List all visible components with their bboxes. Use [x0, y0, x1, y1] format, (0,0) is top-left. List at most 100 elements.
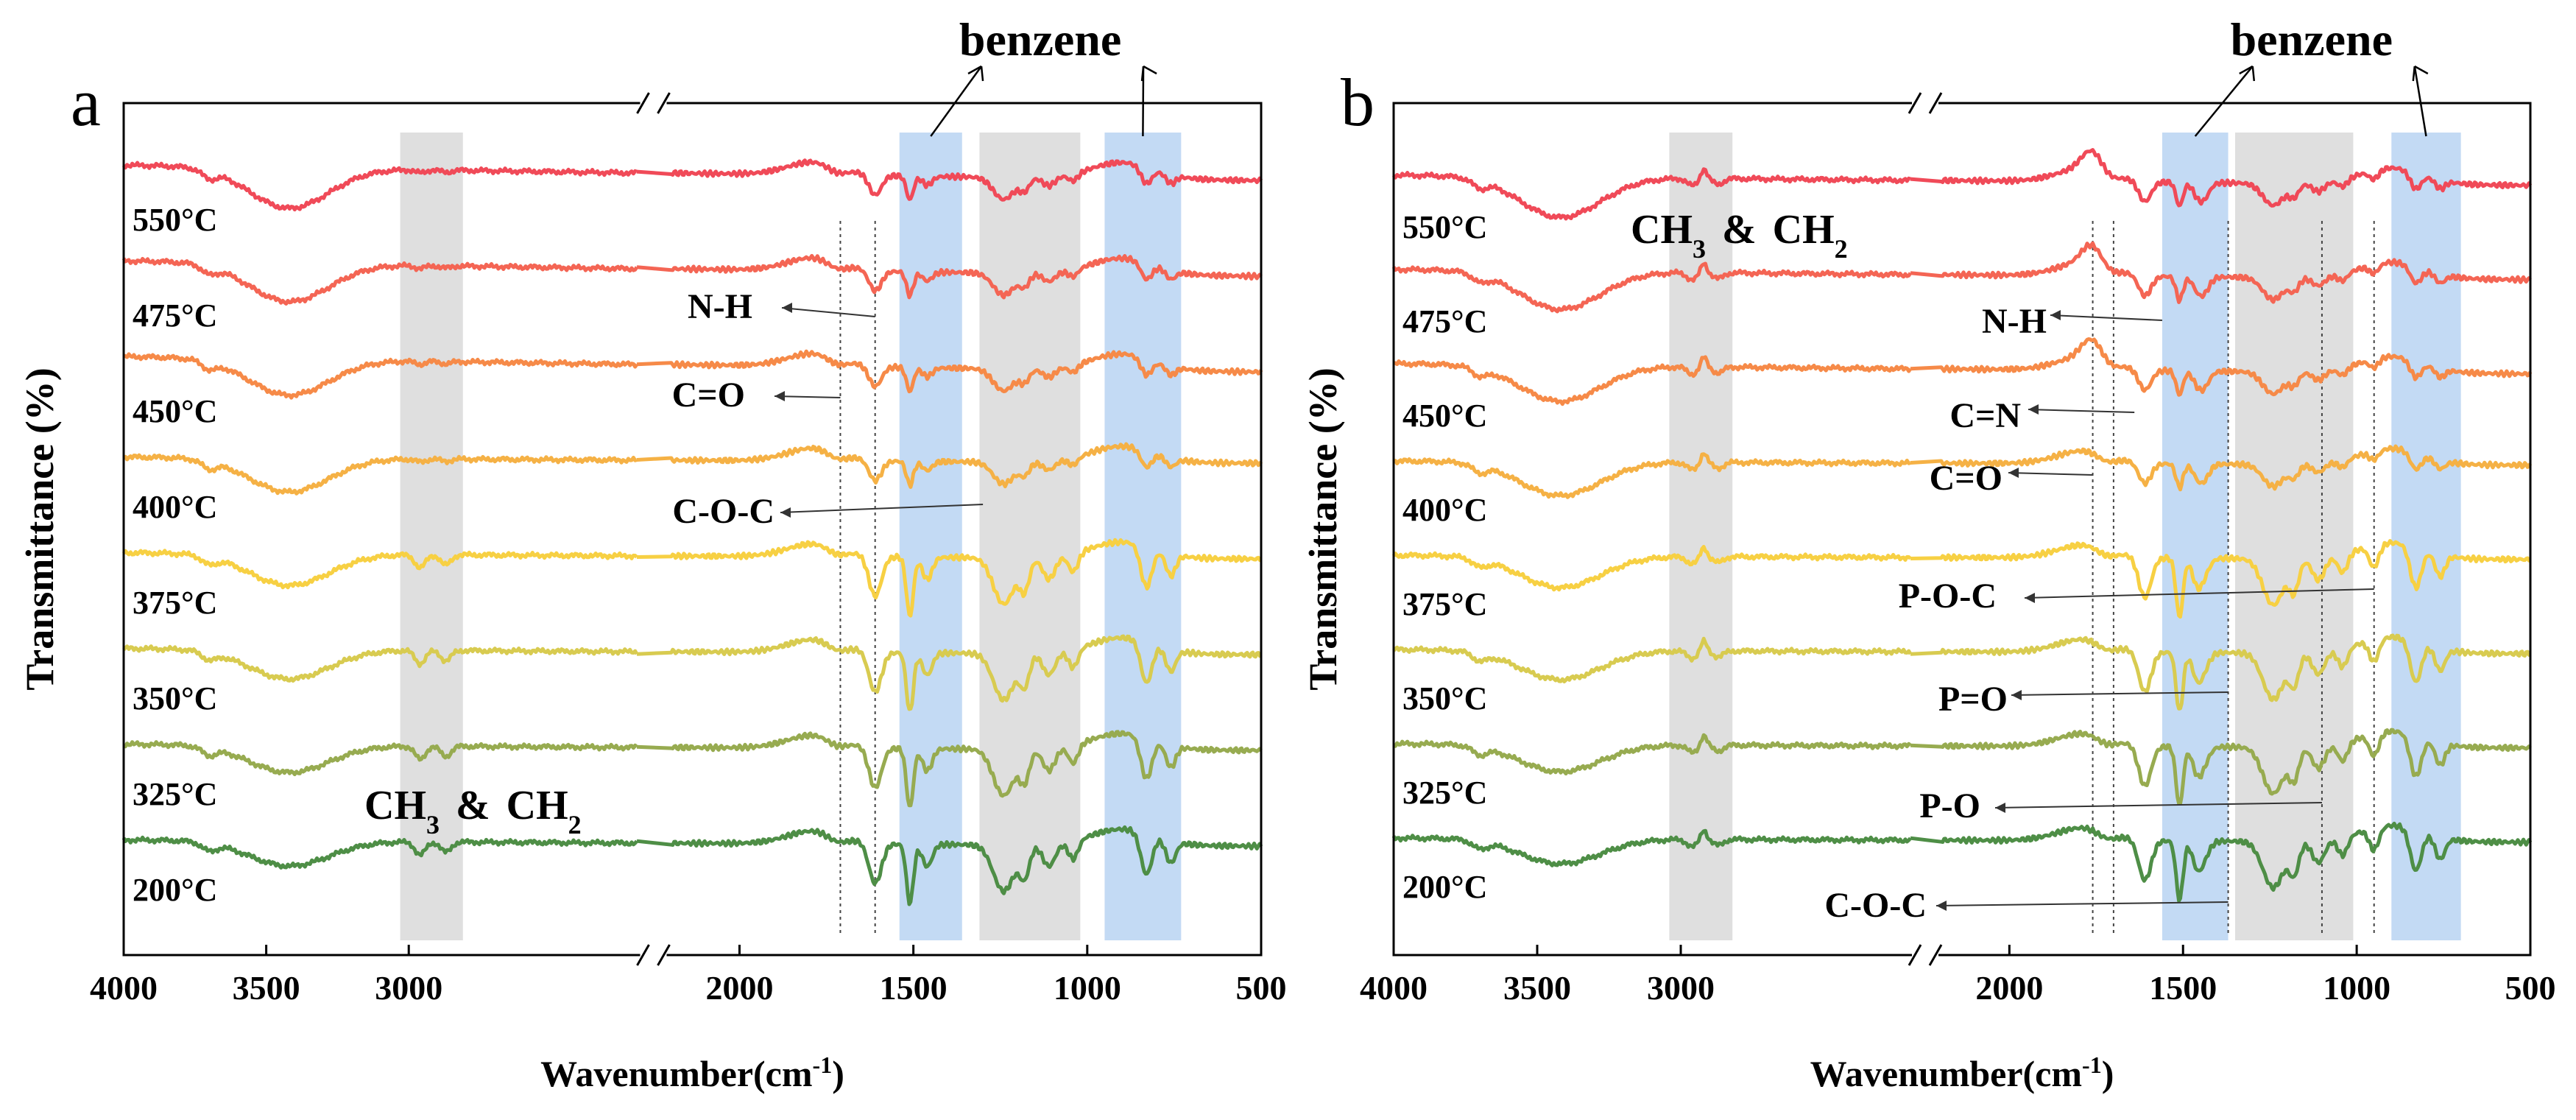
spectrum-line-325-c	[636, 730, 1263, 808]
spectrum-line-325-c	[1392, 733, 1912, 776]
x-axis-label: Wavenumber(cm-1)	[1810, 1052, 2114, 1094]
x-tick-label: 2000	[705, 969, 773, 1007]
axis-break-mark	[1928, 92, 1943, 114]
spectrum-line-325-c	[1910, 728, 2532, 806]
axis-break-mark	[1908, 92, 1922, 114]
spectrum-line-200-c	[636, 825, 1263, 906]
axis-frame-right	[1934, 102, 2532, 957]
temperature-label: 350°C	[1402, 680, 1487, 716]
panel-letter: b	[1341, 65, 1375, 140]
band-benzene-band-2	[2391, 133, 2461, 940]
x-tick-label: 4000	[90, 969, 158, 1007]
spectrum-line-400-c	[636, 442, 1263, 489]
arrow-head	[2050, 310, 2061, 320]
x-tick-label: 3500	[233, 969, 300, 1007]
series-450-c	[123, 349, 1263, 400]
axis-frame-left	[1392, 102, 1916, 957]
spectrum-line-475-c	[1391, 261, 1913, 314]
arrow-head	[782, 303, 792, 313]
annotation-po_double: P=O	[1938, 680, 2229, 719]
arrow-head	[2008, 468, 2019, 478]
axis-break-mark	[657, 944, 671, 966]
band-benzene-band-2	[1104, 133, 1182, 940]
axis-break-mark	[636, 944, 650, 966]
annotation-arrow	[781, 307, 875, 317]
annotation-label: C=O	[672, 376, 745, 415]
spectrum-line-400-c	[122, 453, 638, 496]
band-gray-band-2	[979, 133, 1081, 940]
series-550-c	[1391, 148, 2533, 221]
annotation-coc: C-O-C	[1824, 886, 2229, 925]
spectrum-line-375-c	[1910, 539, 2532, 619]
spectrum-line-550-c	[121, 161, 638, 212]
temperature-label: 375°C	[1402, 586, 1487, 622]
spectrum-line-450-c	[123, 352, 639, 400]
temperature-label: 550°C	[133, 202, 217, 238]
series-200-c	[1391, 821, 2533, 903]
annotation-arrow	[2008, 472, 2093, 476]
x-axis-label-superscript: -1	[813, 1052, 833, 1078]
arrow-head	[2412, 65, 2429, 82]
x-tick-label: 4000	[1360, 969, 1428, 1007]
annotation-label: P=O	[1938, 680, 2008, 719]
spectrum-line-550-c	[636, 158, 1263, 202]
series-550-c	[121, 158, 1263, 212]
temperature-label: 400°C	[133, 489, 217, 525]
x-tick-label: 3000	[375, 969, 442, 1007]
x-axis-label-end: )	[832, 1053, 844, 1094]
ch2-text: CH	[1773, 207, 1835, 253]
temperature-label: 200°C	[1402, 869, 1487, 905]
x-axis-label: Wavenumber(cm-1)	[540, 1052, 844, 1094]
ampersand: &	[1712, 207, 1767, 253]
axis-break-mark	[657, 92, 671, 114]
x-tick-label: 500	[2505, 969, 2556, 1007]
arrow-head	[780, 507, 791, 518]
spectrum-line-450-c	[1910, 337, 2533, 397]
annotation-arrow	[2024, 588, 2374, 599]
ch3-subscript: 3	[426, 810, 440, 839]
temperature-label: 475°C	[1402, 303, 1487, 339]
annotation-po: P-O	[1919, 786, 2322, 825]
spectrum-line-200-c	[1391, 828, 1912, 867]
arrow-head	[1936, 901, 1947, 911]
temperature-label: 400°C	[1402, 492, 1487, 528]
benzene-arrow-right	[2413, 66, 2427, 137]
series-375-c	[1391, 539, 2532, 619]
ch3-subscript: 3	[1693, 234, 1706, 264]
x-tick-label: 1000	[1054, 969, 1121, 1007]
x-axis-label-base: Wavenumber(cm	[1810, 1053, 2082, 1094]
temperature-label: 475°C	[133, 297, 217, 334]
series-350-c	[1392, 633, 2531, 711]
annotation-arrow	[1935, 901, 2229, 906]
spectrum-line-400-c	[1392, 452, 1911, 499]
series-350-c	[122, 634, 1262, 711]
series-400-c	[122, 442, 1263, 496]
ch2-subscript: 2	[1835, 234, 1848, 264]
panel-letter: a	[71, 65, 101, 140]
annotation-label: N-H	[1982, 302, 2047, 341]
benzene-label: benzene	[2231, 13, 2393, 66]
annotation-benzene: benzene	[930, 13, 1157, 137]
annotation-poc: P-O-C	[1899, 577, 2374, 616]
ch3-ch2-label: CH3 & CH2	[1631, 207, 1848, 264]
annotation-arrow	[780, 504, 984, 513]
spectrum-line-375-c	[636, 538, 1263, 618]
spectrum-line-325-c	[122, 740, 638, 777]
annotation-arrow	[2028, 409, 2135, 413]
ch3-text: CH	[1631, 207, 1693, 253]
band-benzene-band-1	[2162, 133, 2229, 940]
benzene-arrow-left	[930, 66, 983, 137]
temperature-label: 450°C	[133, 393, 217, 429]
temperature-label: 375°C	[133, 585, 217, 621]
series-375-c	[121, 538, 1263, 618]
series-325-c	[1392, 728, 2532, 806]
axis-break-gap	[640, 951, 667, 959]
ch3-text: CH	[364, 783, 426, 828]
band-gray-band-2	[2235, 133, 2354, 940]
annotation-label: P-O	[1919, 786, 1980, 825]
axis-break-gap	[1912, 951, 1938, 959]
temperature-label: 350°C	[133, 680, 217, 716]
annotation-nh: N-H	[1982, 302, 2162, 341]
arrow-head	[2028, 404, 2039, 415]
annotation-arrow	[2050, 314, 2162, 321]
